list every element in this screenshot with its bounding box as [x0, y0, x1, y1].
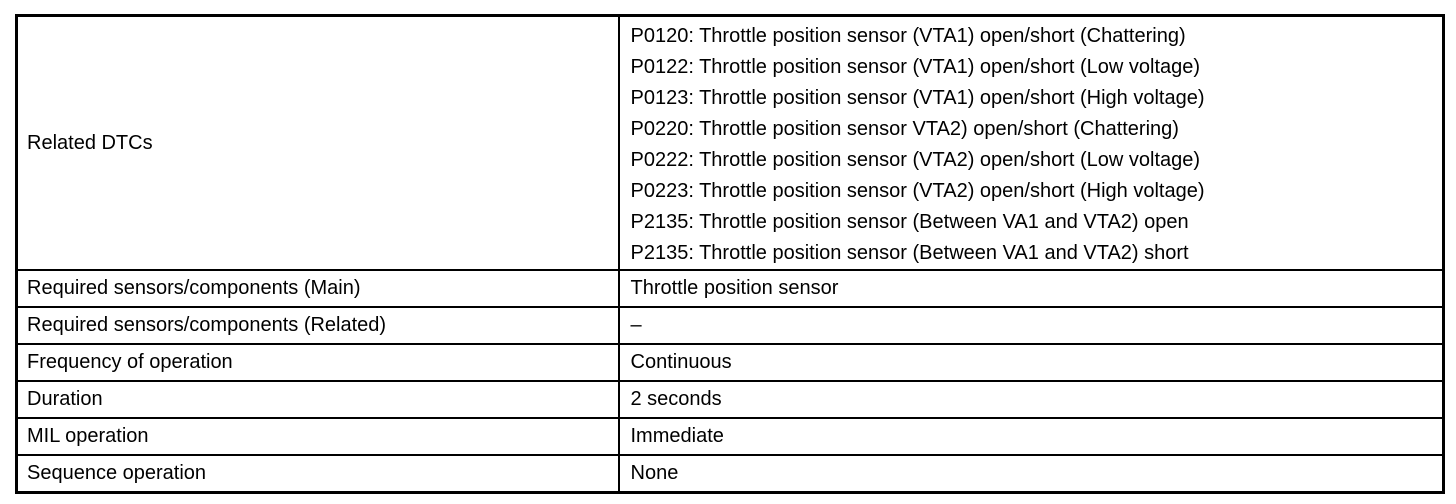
- row-value-duration: 2 seconds: [617, 380, 1445, 419]
- dtc-info-table: Related DTCs P0120: Throttle position se…: [15, 14, 1445, 494]
- dtc-line: P2135: Throttle position sensor (Between…: [630, 242, 1189, 264]
- row-value-frequency-of-operation: Continuous: [617, 343, 1445, 382]
- table-row-duration: Duration 2 seconds: [15, 380, 1445, 419]
- row-value-required-sensors-related: –: [617, 306, 1445, 345]
- dtc-line: P0120: Throttle position sensor (VTA1) o…: [630, 25, 1186, 47]
- dtc-line: P0222: Throttle position sensor (VTA2) o…: [630, 149, 1201, 171]
- table-row-required-sensors-main: Required sensors/components (Main) Throt…: [15, 269, 1445, 308]
- dtc-line: P0223: Throttle position sensor (VTA2) o…: [630, 180, 1205, 202]
- row-label-required-sensors-main: Required sensors/components (Main): [15, 269, 620, 308]
- row-value-related-dtcs: P0120: Throttle position sensor (VTA1) o…: [617, 14, 1445, 271]
- row-label-frequency-of-operation: Frequency of operation: [15, 343, 620, 382]
- row-label-mil-operation: MIL operation: [15, 417, 620, 456]
- dtc-line: P0123: Throttle position sensor (VTA1) o…: [630, 87, 1205, 109]
- dtc-line: P0220: Throttle position sensor VTA2) op…: [630, 118, 1179, 140]
- table-row-sequence-operation: Sequence operation None: [15, 454, 1445, 493]
- dtc-line: P0122: Throttle position sensor (VTA1) o…: [630, 56, 1201, 78]
- table-row-required-sensors-related: Required sensors/components (Related) –: [15, 306, 1445, 345]
- row-label-duration: Duration: [15, 380, 620, 419]
- dtc-line: P2135: Throttle position sensor (Between…: [630, 211, 1189, 233]
- row-label-related-dtcs: Related DTCs: [15, 14, 620, 271]
- row-value-required-sensors-main: Throttle position sensor: [617, 269, 1445, 308]
- row-value-sequence-operation: None: [617, 454, 1445, 493]
- table-row-related-dtcs: Related DTCs P0120: Throttle position se…: [15, 14, 1445, 271]
- row-label-sequence-operation: Sequence operation: [15, 454, 620, 493]
- table-row-frequency-of-operation: Frequency of operation Continuous: [15, 343, 1445, 382]
- row-value-mil-operation: Immediate: [617, 417, 1445, 456]
- table-row-mil-operation: MIL operation Immediate: [15, 417, 1445, 456]
- row-label-required-sensors-related: Required sensors/components (Related): [15, 306, 620, 345]
